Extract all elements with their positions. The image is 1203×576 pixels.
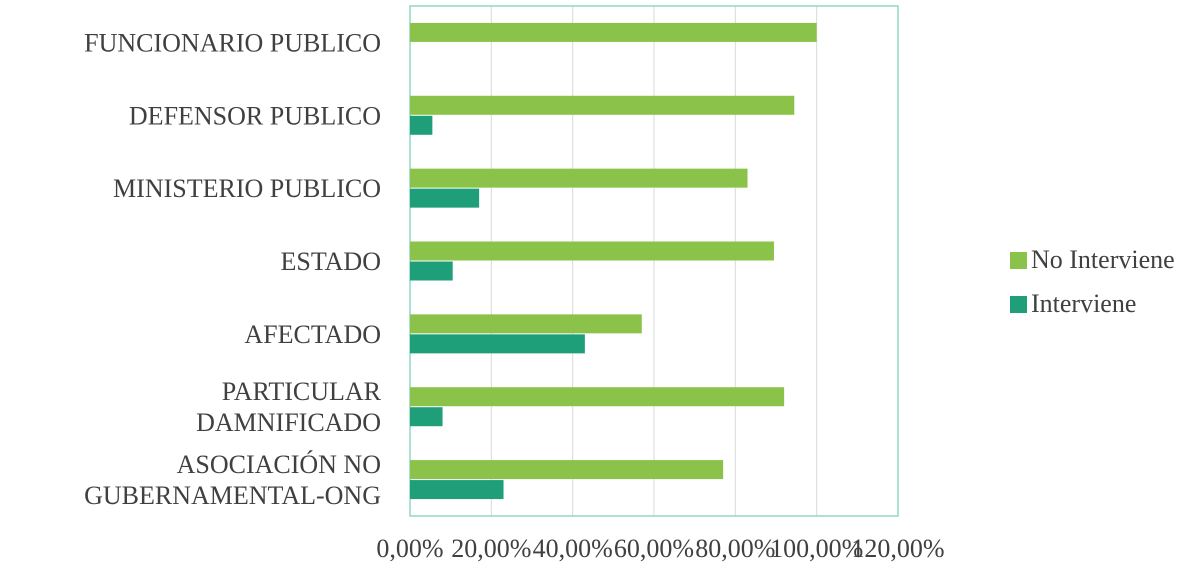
bar-interviene [410,334,585,354]
bar-interviene [410,188,480,208]
category-label: AFECTADO [244,320,381,349]
x-tick-label: 80,00% [695,534,775,563]
bar-interviene [410,407,443,427]
legend-label: No Interviene [1031,245,1175,274]
x-tick-labels: 0,00% 20,00% 40,00% 60,00% 80,00%100,00%120,… [376,534,944,563]
x-tick-label: 100,00% [770,534,863,563]
category-label: PARTICULAR [222,377,382,406]
bar-no-interviene [410,95,795,115]
category-labels: FUNCIONARIO PUBLICO DEFENSOR PUBLICO MINIS… [84,28,382,510]
bar-interviene [410,480,504,500]
bar-no-interviene [410,168,748,188]
legend: No Interviene Interviene [1010,245,1175,318]
legend-swatch [1010,296,1027,313]
bar-no-interviene [410,387,785,407]
bar-no-interviene [410,241,774,261]
bars [410,22,817,500]
x-tick-label: 120,00% [851,534,944,563]
x-tick-label: 20,00% [451,534,531,563]
bar-no-interviene [410,460,724,480]
bar-interviene [410,115,433,135]
category-label: DEFENSOR PUBLICO [129,101,381,130]
category-label: FUNCIONARIO PUBLICO [84,28,381,57]
category-label: ASOCIACIÓN NO [177,450,381,479]
x-tick-label: 60,00% [614,534,694,563]
x-tick-label: 0,00% [376,534,443,563]
plot-area-border [409,5,899,517]
x-tick-label: 40,00% [533,534,613,563]
category-label: MINISTERIO PUBLICO [113,174,381,203]
category-label: ESTADO [281,247,381,276]
bar-no-interviene [410,314,642,334]
category-label: GUBERNAMENTAL-ONG [84,481,381,510]
bar-no-interviene [410,22,817,42]
legend-label: Interviene [1031,289,1136,318]
legend-swatch [1010,252,1027,269]
gridlines [409,5,899,517]
category-label: DAMNIFICADO [196,408,381,437]
bar-interviene [410,261,453,281]
